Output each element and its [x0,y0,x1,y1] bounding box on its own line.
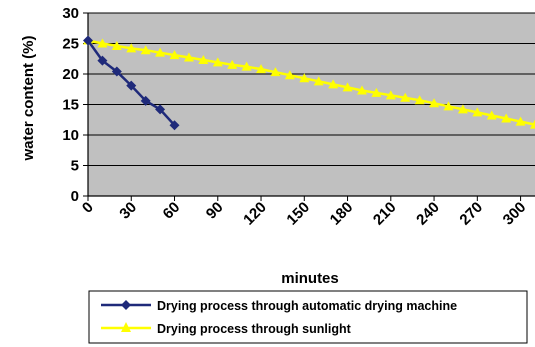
x-tick-label-270: 270 [456,199,486,229]
data-point-sunlight-12 [256,64,267,74]
y-tick-label-20: 20 [62,66,79,83]
data-point-machine-4 [140,95,151,106]
data-point-sunlight-17 [328,79,339,89]
data-point-sunlight-9 [212,57,223,67]
legend-marker-machine [121,300,131,310]
x-tick-label-90: 90 [203,199,227,223]
data-point-sunlight-28 [486,110,497,120]
data-point-sunlight-26 [457,104,468,114]
data-point-machine-6 [169,120,180,131]
x-tick-label-150: 150 [283,199,313,229]
x-axis-label: minutes [281,270,339,287]
data-point-sunlight-21 [385,90,396,100]
data-point-sunlight-23 [414,95,425,105]
data-point-sunlight-11 [241,61,252,71]
data-point-sunlight-6 [169,50,180,60]
data-point-sunlight-30 [515,116,526,126]
data-point-sunlight-19 [356,85,367,95]
series-layer [83,35,535,131]
data-point-sunlight-13 [270,67,281,77]
x-tick-label-30: 30 [116,199,140,223]
data-point-sunlight-5 [155,47,166,57]
data-point-sunlight-10 [227,59,238,69]
data-point-sunlight-27 [472,107,483,117]
y-tick-label-5: 5 [71,158,79,175]
data-point-sunlight-15 [299,73,310,83]
gridlines [83,12,535,197]
data-point-sunlight-4 [140,45,151,55]
y-tick-label-25: 25 [62,36,79,53]
data-point-sunlight-31 [530,119,535,129]
data-point-sunlight-2 [111,40,122,50]
x-tick-label-180: 180 [327,199,357,229]
data-point-sunlight-14 [284,70,295,80]
data-point-machine-3 [126,80,137,91]
data-point-sunlight-16 [313,76,324,86]
x-tick-label-210: 210 [370,199,400,229]
data-point-machine-1 [97,55,108,66]
series-machine [83,35,180,131]
data-point-sunlight-1 [97,38,108,48]
x-tick-label-60: 60 [160,199,184,223]
x-tick-label-300: 300 [500,199,530,229]
data-point-machine-0 [83,35,93,46]
legend: Drying process through automatic drying … [88,290,528,344]
y-tick-label-15: 15 [62,97,79,114]
legend-box [88,290,528,344]
x-tick-label-0: 0 [79,199,97,217]
legend-entry-sunlight: Drying process through sunlight [101,322,352,336]
x-tick-label-240: 240 [413,199,443,229]
data-point-sunlight-7 [183,52,194,62]
data-point-sunlight-20 [371,87,382,97]
legend-label-machine: Drying process through automatic drying … [157,299,457,313]
data-point-sunlight-8 [198,54,209,64]
legend-label-sunlight: Drying process through sunlight [157,322,352,336]
legend-entry-machine: Drying process through automatic drying … [101,299,457,313]
data-point-machine-5 [155,104,166,115]
x-tick-label-120: 120 [240,199,270,229]
legend-marker-sunlight [121,322,131,332]
data-point-sunlight-24 [429,98,440,108]
y-axis-ticks: 0 5 10 15 20 25 30 [62,5,79,205]
data-point-sunlight-29 [501,113,512,123]
y-tick-label-0: 0 [71,188,79,205]
y-axis-label: water content (%) [20,35,37,161]
data-point-machine-2 [111,66,122,77]
data-point-sunlight-22 [400,92,411,102]
y-tick-label-10: 10 [62,127,79,144]
series-sunlight [83,35,535,129]
data-point-sunlight-3 [126,43,137,53]
y-tick-label-30: 30 [62,5,79,22]
x-axis-ticks: 0 30 60 90 120 150 180 210 240 270 300 [79,196,530,229]
data-point-sunlight-18 [342,82,353,92]
data-point-sunlight-25 [443,101,454,111]
